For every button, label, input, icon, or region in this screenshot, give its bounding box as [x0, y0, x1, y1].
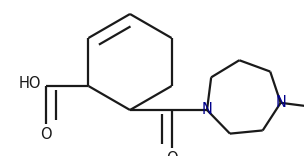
Text: O: O — [41, 127, 52, 142]
Text: HO: HO — [19, 76, 41, 92]
Text: N: N — [275, 95, 286, 110]
Text: O: O — [166, 151, 178, 156]
Text: N: N — [202, 102, 212, 117]
